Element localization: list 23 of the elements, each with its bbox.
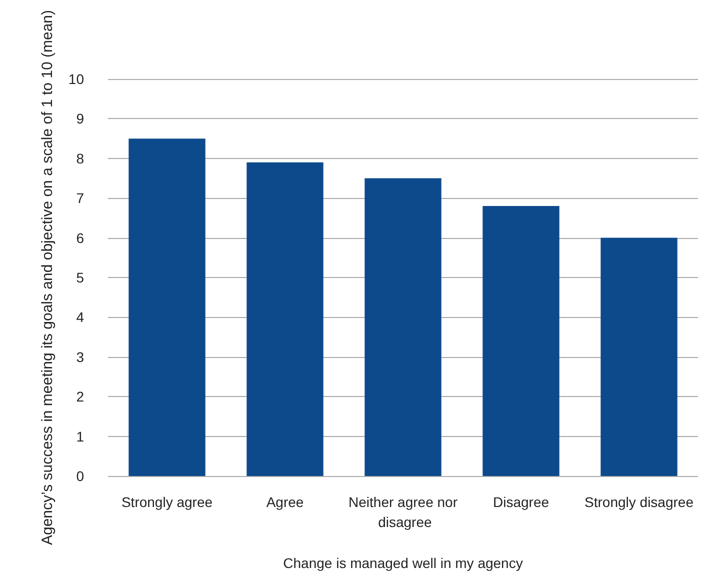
x-tick-label: Agree	[266, 494, 304, 510]
y-tick-label: 7	[76, 190, 84, 206]
y-tick-label: 4	[76, 309, 84, 326]
y-tick-label: 5	[76, 270, 84, 286]
y-tick-label: 1	[76, 428, 84, 444]
x-tick-label: Disagree	[492, 494, 550, 510]
bar	[482, 206, 560, 476]
y-tick-label: 10	[68, 71, 84, 88]
y-tick-label: 2	[76, 388, 84, 405]
bar	[128, 138, 206, 476]
bar	[246, 162, 324, 476]
x-tick-label: Strongly disagree	[584, 494, 694, 510]
bar	[364, 178, 442, 476]
y-tick-label: 8	[76, 150, 84, 166]
y-tick-label: 3	[76, 348, 84, 365]
y-tick-label: 0	[76, 468, 84, 484]
bar	[600, 238, 678, 476]
y-tick-label: 9	[76, 110, 84, 127]
y-axis-title: Agency’s success in meeting its goals and objective on a scale of 1 to 10 (mean)	[39, 10, 56, 546]
y-tick-label: 6	[76, 230, 84, 246]
x-tick-label: Neither agree nor disagree	[348, 494, 458, 530]
x-tick-label: Strongly agree	[121, 494, 213, 510]
x-axis-title: Change is managed well in my agency	[283, 555, 523, 571]
